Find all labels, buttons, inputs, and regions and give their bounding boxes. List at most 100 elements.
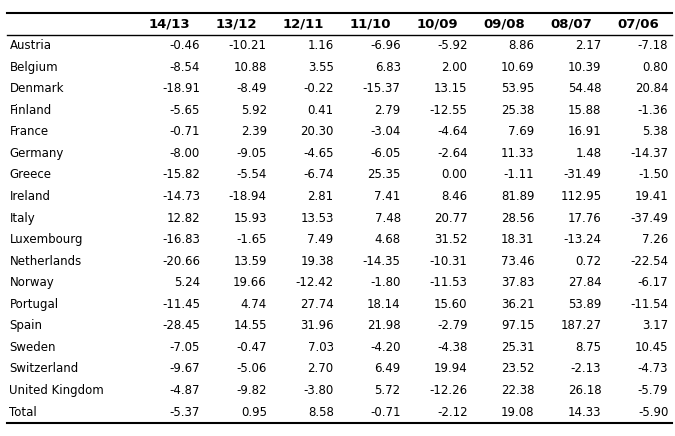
Text: 20.77: 20.77 [434, 211, 468, 225]
Text: 12/11: 12/11 [283, 17, 325, 31]
Text: -1.11: -1.11 [504, 168, 535, 181]
Text: 2.00: 2.00 [441, 61, 468, 74]
Text: -5.06: -5.06 [236, 362, 267, 375]
Text: -18.91: -18.91 [162, 82, 200, 95]
Text: 27.74: 27.74 [300, 298, 333, 311]
Text: -5.37: -5.37 [169, 405, 200, 419]
Text: -5.54: -5.54 [236, 168, 267, 181]
Text: United Kingdom: United Kingdom [9, 384, 104, 397]
Text: 10.88: 10.88 [234, 61, 267, 74]
Text: -1.36: -1.36 [638, 104, 668, 117]
Text: Belgium: Belgium [9, 61, 58, 74]
Text: 81.89: 81.89 [501, 190, 535, 203]
Text: -18.94: -18.94 [229, 190, 267, 203]
Text: 54.48: 54.48 [568, 82, 601, 95]
Text: 31.96: 31.96 [300, 319, 333, 332]
Text: 6.83: 6.83 [375, 61, 401, 74]
Text: -8.00: -8.00 [169, 147, 200, 160]
Text: 8.58: 8.58 [308, 405, 333, 419]
Text: Total: Total [9, 405, 37, 419]
Text: -1.50: -1.50 [638, 168, 668, 181]
Text: -7.18: -7.18 [638, 39, 668, 52]
Text: 14.55: 14.55 [234, 319, 267, 332]
Text: 07/06: 07/06 [618, 17, 659, 31]
Text: -4.65: -4.65 [303, 147, 333, 160]
Text: 18.14: 18.14 [367, 298, 401, 311]
Text: -11.54: -11.54 [630, 298, 668, 311]
Text: 28.56: 28.56 [501, 211, 535, 225]
Text: 23.52: 23.52 [501, 362, 535, 375]
Text: 2.70: 2.70 [308, 362, 333, 375]
Text: 1.48: 1.48 [575, 147, 601, 160]
Text: -8.49: -8.49 [236, 82, 267, 95]
Text: 5.24: 5.24 [173, 276, 200, 289]
Text: 20.30: 20.30 [300, 125, 333, 138]
Text: 26.18: 26.18 [568, 384, 601, 397]
Text: -6.17: -6.17 [638, 276, 668, 289]
Text: -3.80: -3.80 [304, 384, 333, 397]
Text: 19.08: 19.08 [501, 405, 535, 419]
Text: 37.83: 37.83 [501, 276, 535, 289]
Text: 15.88: 15.88 [568, 104, 601, 117]
Text: 14.33: 14.33 [568, 405, 601, 419]
Text: 6.49: 6.49 [375, 362, 401, 375]
Text: -4.73: -4.73 [638, 362, 668, 375]
Text: 8.75: 8.75 [575, 341, 601, 354]
Text: 2.79: 2.79 [375, 104, 401, 117]
Text: -28.45: -28.45 [162, 319, 200, 332]
Text: Austria: Austria [9, 39, 51, 52]
Text: 0.72: 0.72 [575, 255, 601, 268]
Text: -5.92: -5.92 [437, 39, 468, 52]
Text: Ireland: Ireland [9, 190, 51, 203]
Text: Netherlands: Netherlands [9, 255, 82, 268]
Text: Denmark: Denmark [9, 82, 64, 95]
Text: Sweden: Sweden [9, 341, 56, 354]
Text: 112.95: 112.95 [560, 190, 601, 203]
Text: -1.65: -1.65 [236, 233, 267, 246]
Text: -0.46: -0.46 [169, 39, 200, 52]
Text: 09/08: 09/08 [483, 17, 525, 31]
Text: 4.74: 4.74 [240, 298, 267, 311]
Text: 25.31: 25.31 [501, 341, 535, 354]
Text: -11.45: -11.45 [162, 298, 200, 311]
Text: -6.05: -6.05 [371, 147, 401, 160]
Text: 2.81: 2.81 [308, 190, 333, 203]
Text: 5.92: 5.92 [241, 104, 267, 117]
Text: 4.68: 4.68 [375, 233, 401, 246]
Text: 21.98: 21.98 [367, 319, 401, 332]
Text: -6.96: -6.96 [370, 39, 401, 52]
Text: 3.17: 3.17 [642, 319, 668, 332]
Text: -4.87: -4.87 [169, 384, 200, 397]
Text: Luxembourg: Luxembourg [9, 233, 83, 246]
Text: France: France [9, 125, 49, 138]
Text: 20.84: 20.84 [634, 82, 668, 95]
Text: 10/09: 10/09 [416, 17, 458, 31]
Text: -11.53: -11.53 [430, 276, 468, 289]
Text: -2.79: -2.79 [437, 319, 468, 332]
Text: 0.00: 0.00 [441, 168, 468, 181]
Text: Finland: Finland [9, 104, 52, 117]
Text: 7.49: 7.49 [308, 233, 333, 246]
Text: -14.73: -14.73 [162, 190, 200, 203]
Text: -20.66: -20.66 [162, 255, 200, 268]
Text: 31.52: 31.52 [434, 233, 468, 246]
Text: 25.38: 25.38 [501, 104, 535, 117]
Text: 13.53: 13.53 [300, 211, 333, 225]
Text: -0.22: -0.22 [303, 82, 333, 95]
Text: -10.31: -10.31 [430, 255, 468, 268]
Text: -14.35: -14.35 [362, 255, 401, 268]
Text: 0.41: 0.41 [308, 104, 333, 117]
Text: -2.13: -2.13 [571, 362, 601, 375]
Text: -13.24: -13.24 [564, 233, 601, 246]
Text: 14/13: 14/13 [149, 17, 190, 31]
Text: 12.82: 12.82 [166, 211, 200, 225]
Text: -9.67: -9.67 [169, 362, 200, 375]
Text: -2.12: -2.12 [437, 405, 468, 419]
Text: -5.79: -5.79 [638, 384, 668, 397]
Text: 11/10: 11/10 [350, 17, 392, 31]
Text: -16.83: -16.83 [162, 233, 200, 246]
Text: -37.49: -37.49 [630, 211, 668, 225]
Text: -10.21: -10.21 [229, 39, 267, 52]
Text: -22.54: -22.54 [630, 255, 668, 268]
Text: -8.54: -8.54 [169, 61, 200, 74]
